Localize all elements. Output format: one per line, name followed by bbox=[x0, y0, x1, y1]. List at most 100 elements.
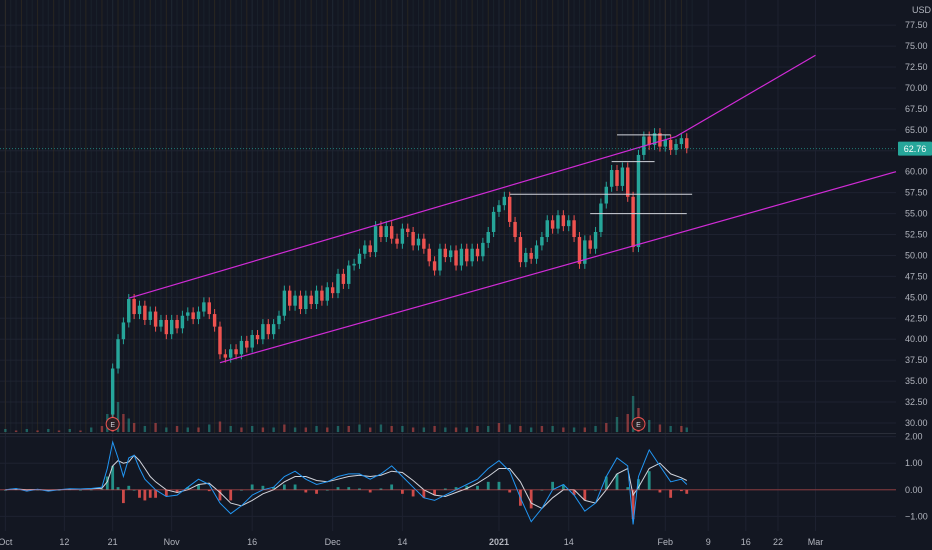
candle-body bbox=[169, 319, 174, 335]
time-tick-label: Dec bbox=[325, 537, 342, 547]
macd-histogram-bar bbox=[529, 489, 533, 509]
candle-body bbox=[406, 228, 410, 232]
time-axis[interactable]: Oct 12 21 Nov 16 Dec 14 2021 14 Feb 9 16 22 Mar bbox=[0, 537, 823, 547]
candle-body bbox=[110, 368, 115, 415]
macd-histogram-bar bbox=[197, 484, 200, 490]
volume-bar bbox=[218, 421, 222, 432]
macd-histogram-bar bbox=[358, 488, 361, 490]
price-axis[interactable]: USD 77.5075.0072.5070.0067.5065.0062.506… bbox=[905, 5, 932, 521]
price-tick-label: 67.50 bbox=[905, 104, 928, 114]
candle-body bbox=[347, 265, 351, 284]
earnings-marker-circle bbox=[631, 417, 646, 431]
currency-label: USD bbox=[912, 5, 932, 15]
time-tick-label: 21 bbox=[108, 537, 118, 547]
candle-body bbox=[652, 133, 657, 145]
candle-body bbox=[234, 349, 238, 355]
candle-body bbox=[212, 314, 217, 327]
candle-body bbox=[250, 335, 254, 348]
candle-body bbox=[416, 238, 421, 246]
macd-line bbox=[5, 440, 688, 525]
macd-histogram-bar bbox=[100, 488, 104, 490]
candle-body bbox=[668, 139, 673, 150]
time-tick-label: 14 bbox=[564, 537, 574, 547]
macd-histogram-bar bbox=[433, 489, 436, 496]
candle-body bbox=[513, 221, 517, 238]
volume-bar bbox=[358, 424, 361, 432]
candle-body bbox=[341, 273, 346, 284]
volume-bar bbox=[497, 423, 501, 432]
candle-body bbox=[180, 315, 185, 329]
volume-bar bbox=[261, 427, 265, 432]
earnings-marker-circle bbox=[105, 417, 120, 431]
price-tick-label: 65.00 bbox=[905, 125, 928, 135]
candle-body bbox=[658, 133, 662, 147]
last-price-tag: 62.76 bbox=[898, 141, 932, 156]
volume-bar bbox=[272, 427, 275, 432]
price-tick-label: 52.50 bbox=[905, 230, 928, 240]
drawing-tools[interactable] bbox=[0, 54, 897, 364]
volume-bar bbox=[369, 427, 372, 432]
last-price-tag-box bbox=[898, 141, 932, 156]
volume-bar bbox=[594, 426, 597, 432]
volume-bar bbox=[250, 426, 254, 432]
candle-body bbox=[164, 319, 169, 335]
volume-bar bbox=[315, 426, 318, 432]
macd-histogram-bar bbox=[658, 489, 662, 493]
macd-histogram-bar bbox=[347, 487, 351, 490]
volume-bar bbox=[562, 427, 565, 432]
volume-bar bbox=[487, 426, 490, 432]
volume-bar bbox=[165, 427, 168, 432]
candle-body bbox=[524, 252, 528, 263]
macd-histogram-bar bbox=[685, 489, 689, 494]
macd-histogram-bar bbox=[293, 484, 297, 490]
price-tick-label: 47.50 bbox=[905, 271, 928, 281]
volume-bar bbox=[122, 414, 125, 432]
candle-body bbox=[336, 273, 340, 294]
macd-histogram-bar bbox=[443, 488, 447, 490]
candle-body bbox=[320, 290, 324, 301]
macd-histogram-bar bbox=[561, 484, 565, 490]
macd-histogram-bar bbox=[631, 489, 635, 520]
candle-body bbox=[304, 295, 308, 310]
candle-body bbox=[534, 245, 539, 259]
macd-histogram-bar bbox=[116, 487, 120, 490]
volume-bar bbox=[540, 426, 544, 432]
candle-body bbox=[545, 220, 549, 238]
volume-bar bbox=[658, 424, 662, 432]
macd-histogram-bar bbox=[261, 485, 265, 490]
candle-body bbox=[615, 170, 619, 186]
macd-pane bbox=[0, 440, 896, 525]
price-candles[interactable] bbox=[110, 128, 689, 420]
candle-body bbox=[486, 231, 490, 243]
volume-bar bbox=[4, 429, 7, 432]
candle-body bbox=[228, 349, 233, 358]
candle-body bbox=[389, 226, 394, 239]
price-tick-label: 60.00 bbox=[905, 167, 928, 177]
volume-bar bbox=[229, 426, 232, 432]
candle-body bbox=[475, 248, 480, 257]
macd-histogram-bar bbox=[315, 489, 318, 494]
volume-bar bbox=[631, 396, 635, 432]
macd-tick-label: −1.00 bbox=[905, 511, 928, 521]
time-tick-label: 9 bbox=[706, 537, 711, 547]
candle-body bbox=[121, 322, 126, 340]
price-tick-label: 57.50 bbox=[905, 188, 928, 198]
macd-histogram-bar bbox=[138, 489, 141, 498]
candle-body bbox=[572, 220, 576, 238]
candle-body bbox=[218, 326, 222, 355]
volume-bar bbox=[79, 430, 82, 432]
time-tick-label: 16 bbox=[247, 537, 257, 547]
volume-bar bbox=[132, 423, 136, 432]
candle-body bbox=[497, 205, 501, 212]
last-price-tag-value: 62.76 bbox=[904, 144, 927, 154]
channel-trendline bbox=[675, 54, 816, 138]
macd-histogram-bar bbox=[422, 489, 426, 498]
macd-histogram-bar bbox=[604, 476, 608, 490]
macd-histogram-bar bbox=[454, 487, 458, 490]
candle-body bbox=[266, 324, 270, 335]
macd-histogram-bar bbox=[218, 489, 222, 501]
volume-bar bbox=[508, 424, 511, 432]
candle-body bbox=[620, 167, 625, 186]
